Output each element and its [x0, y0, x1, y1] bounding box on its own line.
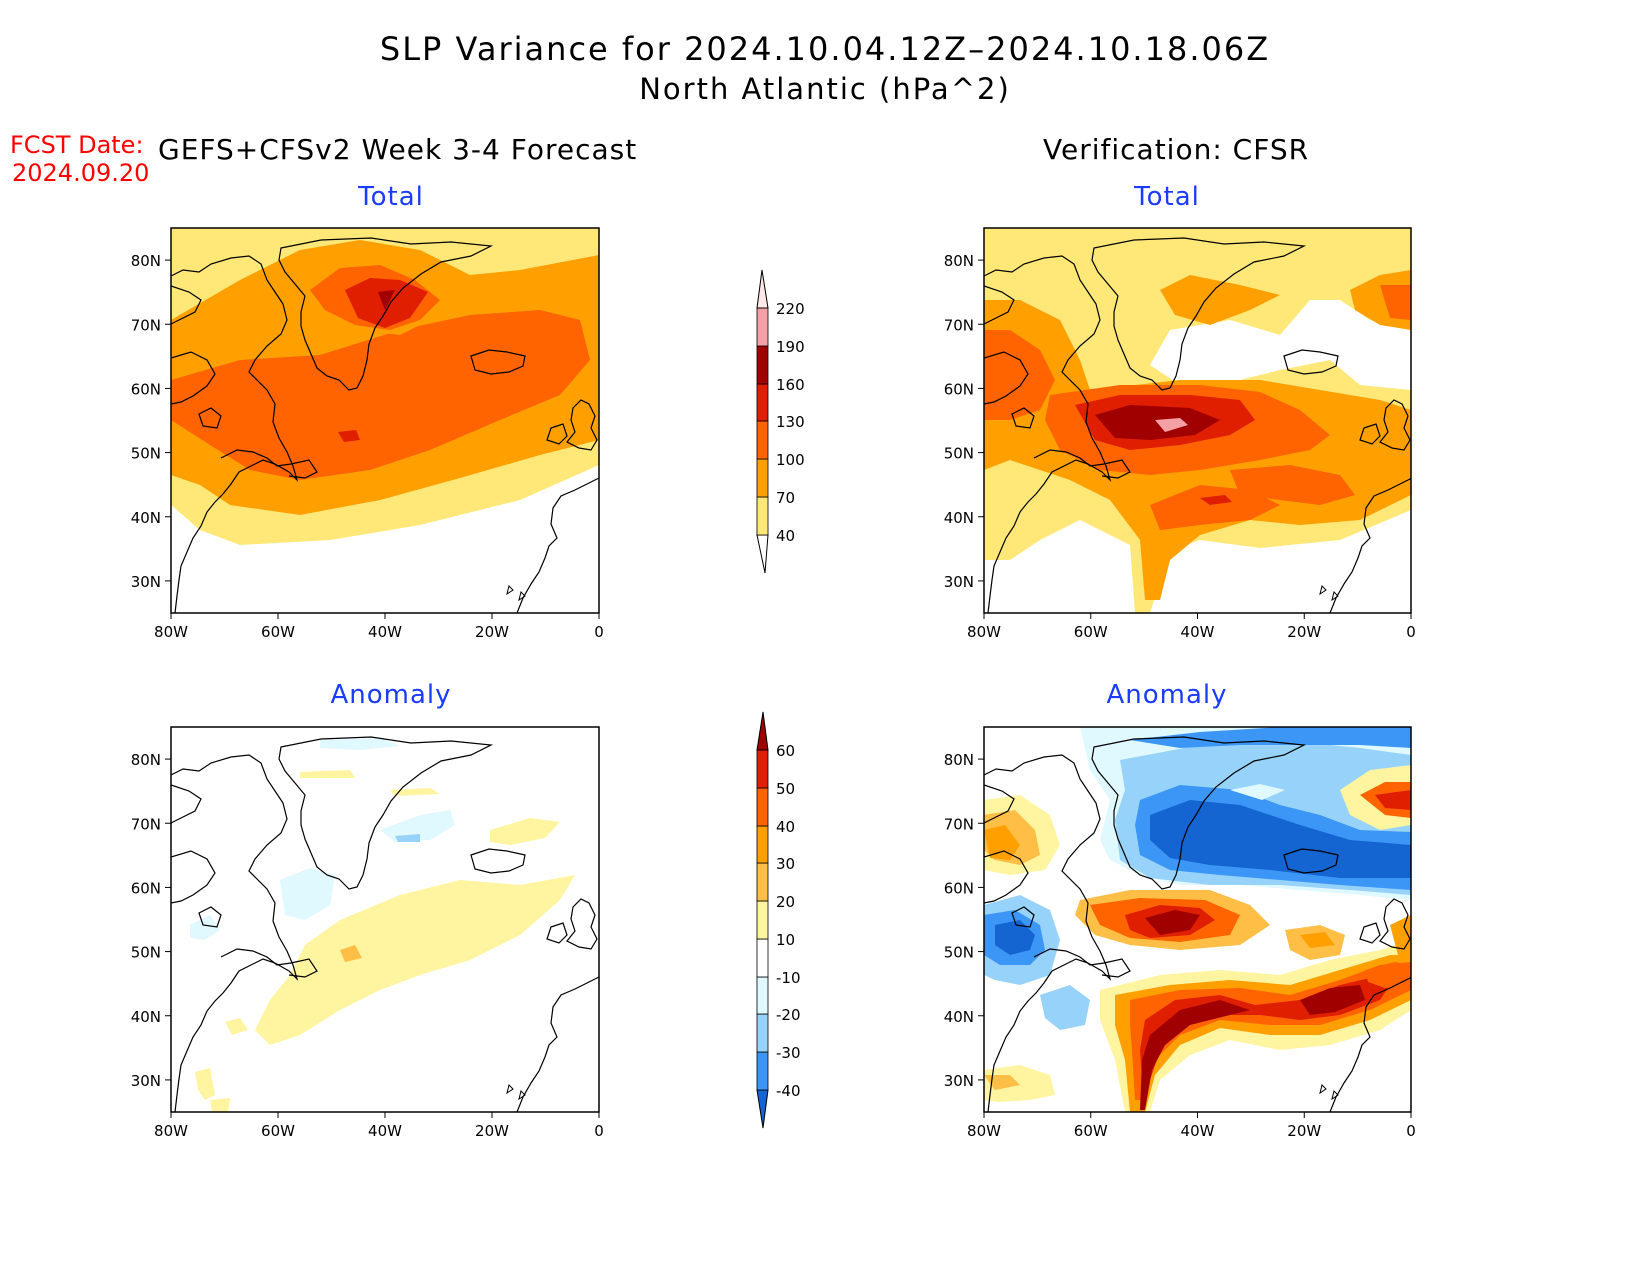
- forecast-total-lon-label: 0: [594, 623, 604, 641]
- fcst-date-label: FCST Date:: [10, 131, 144, 159]
- map-axes-layer: 80N 70N 60N 50N 40N 30N 80W 60W 40W 20W 0 80N 70N 60N…: [131, 252, 1416, 1140]
- anom-cbar-label-20: 20: [776, 893, 795, 911]
- verification-total-lon-label: 20W: [1287, 623, 1321, 641]
- forecast-anomaly-map: [170, 726, 600, 1113]
- forecast-anomaly-lon-label: 20W: [475, 1122, 509, 1140]
- total-cbar-label-220: 220: [776, 300, 805, 318]
- main-title-line2: North Atlantic (hPa^2): [639, 72, 1011, 106]
- anom-cbar-label-minus40: -40: [776, 1082, 801, 1100]
- verification-anomaly-lon-label: 40W: [1181, 1122, 1215, 1140]
- forecast-anomaly-lat-label: 40N: [131, 1008, 161, 1026]
- verification-anomaly-lat-label: 80N: [944, 751, 974, 769]
- verification-anomaly-lon-label: 0: [1406, 1122, 1416, 1140]
- verification-total-lat-label: 60N: [944, 380, 974, 398]
- forecast-anomaly-lat-label: 70N: [131, 815, 161, 833]
- forecast-total-lat-label: 80N: [131, 252, 161, 270]
- verification-total-lat-label: 30N: [944, 573, 974, 591]
- verification-total-map: [983, 227, 1412, 614]
- total-cbar-label-40: 40: [776, 527, 795, 545]
- verification-anomaly-lon-label: 60W: [1074, 1122, 1108, 1140]
- total-cbar-label-100: 100: [776, 451, 805, 469]
- forecast-total-lat-label: 50N: [131, 445, 161, 463]
- forecast-total-lon-label: 80W: [154, 623, 188, 641]
- fcst-date-value: 2024.09.20: [12, 159, 150, 187]
- verification-total-lat-label: 50N: [944, 445, 974, 463]
- verification-anomaly-lat-label: 30N: [944, 1072, 974, 1090]
- verification-total-lat-label: 40N: [944, 509, 974, 527]
- forecast-total-lat-label: 60N: [131, 380, 161, 398]
- forecast-anomaly-lat-label: 80N: [131, 751, 161, 769]
- anom-cbar-label-60: 60: [776, 742, 795, 760]
- verification-total-lat-label: 80N: [944, 252, 974, 270]
- forecast-anomaly-lon-label: 60W: [261, 1122, 295, 1140]
- verification-total-lon-label: 80W: [967, 623, 1001, 641]
- verification-column-title: Verification: CFSR: [1043, 133, 1310, 166]
- forecast-total-map: [170, 227, 600, 614]
- anom-cbar-label-minus10: -10: [776, 969, 801, 987]
- total-cbar-label-160: 160: [776, 376, 805, 394]
- verification-anomaly-lat-label: 40N: [944, 1008, 974, 1026]
- verification-total-lat-label: 70N: [944, 316, 974, 334]
- verification-total-lon-label: 60W: [1074, 623, 1108, 641]
- verification-anomaly-map: [983, 726, 1412, 1113]
- verification-anomaly-lat-label: 60N: [944, 879, 974, 897]
- forecast-total-lat-label: 30N: [131, 573, 161, 591]
- forecast-total-lon-label: 40W: [368, 623, 402, 641]
- verification-anomaly-lon-label: 80W: [967, 1122, 1001, 1140]
- forecast-column-title: GEFS+CFSv2 Week 3-4 Forecast: [158, 133, 638, 166]
- anom-cbar-label-minus30: -30: [776, 1044, 801, 1062]
- total-cbar-label-130: 130: [776, 413, 805, 431]
- panel-label-forecast-anomaly: Anomaly: [330, 680, 452, 710]
- forecast-anomaly-lat-label: 30N: [131, 1072, 161, 1090]
- forecast-total-lat-label: 70N: [131, 316, 161, 334]
- verification-total-lon-label: 0: [1406, 623, 1416, 641]
- anom-cbar-label-minus20: -20: [776, 1006, 801, 1024]
- anom-cbar-label-10: 10: [776, 931, 795, 949]
- forecast-anomaly-lat-label: 60N: [131, 879, 161, 897]
- anom-cbar-label-50: 50: [776, 780, 795, 798]
- anom-cbar-label-40: 40: [776, 818, 795, 836]
- total-cbar-label-190: 190: [776, 338, 805, 356]
- forecast-total-lon-label: 20W: [475, 623, 509, 641]
- forecast-anomaly-lon-label: 40W: [368, 1122, 402, 1140]
- total-cbar-label-70: 70: [776, 489, 795, 507]
- forecast-anomaly-lat-label: 50N: [131, 944, 161, 962]
- panel-label-verification-anomaly: Anomaly: [1106, 680, 1228, 710]
- total-colorbar: 220 190 160 130 100 70 40: [756, 269, 805, 574]
- forecast-total-lat-label: 40N: [131, 509, 161, 527]
- verification-anomaly-lat-label: 70N: [944, 815, 974, 833]
- forecast-anomaly-lon-label: 80W: [154, 1122, 188, 1140]
- main-title-line1: SLP Variance for 2024.10.04.12Z–2024.10.…: [379, 30, 1271, 68]
- forecast-total-lon-label: 60W: [261, 623, 295, 641]
- verification-anomaly-lat-label: 50N: [944, 944, 974, 962]
- anomaly-colorbar: 60 50 40 30 20 10 -10 -20 -30 -40: [756, 711, 801, 1129]
- verification-anomaly-lon-label: 20W: [1287, 1122, 1321, 1140]
- panel-label-forecast-total: Total: [358, 182, 424, 212]
- anom-cbar-label-30: 30: [776, 855, 795, 873]
- panel-label-verification-total: Total: [1134, 182, 1200, 212]
- verification-total-lon-label: 40W: [1181, 623, 1215, 641]
- forecast-anomaly-lon-label: 0: [594, 1122, 604, 1140]
